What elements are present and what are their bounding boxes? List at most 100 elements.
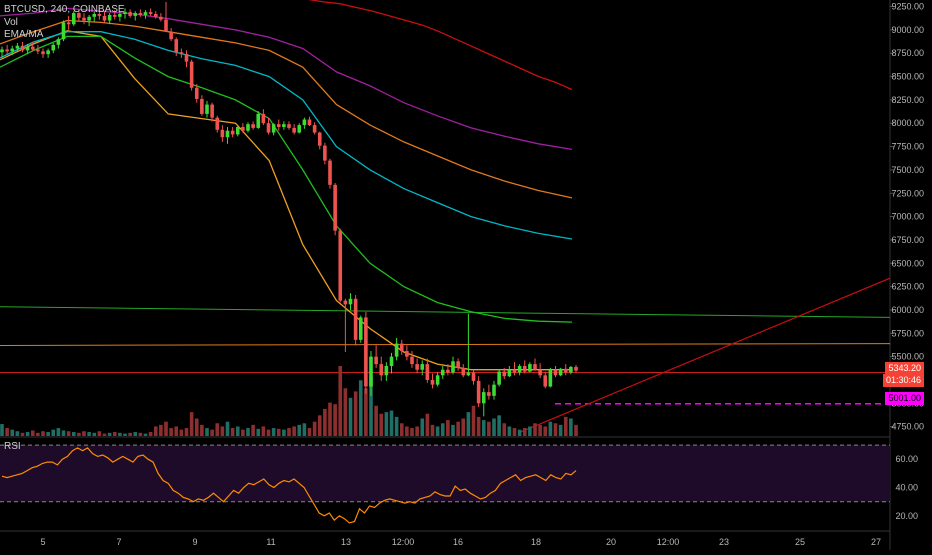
- candle-body: [502, 371, 507, 377]
- candle-body: [92, 14, 97, 17]
- candle-body: [425, 364, 430, 380]
- volume-bar: [379, 413, 384, 436]
- candle-body: [225, 130, 230, 138]
- volume-bar: [502, 423, 507, 436]
- candle-body: [548, 369, 553, 387]
- rising-trend-line: [519, 277, 891, 433]
- x-tick-label-9: 12:00: [657, 537, 680, 547]
- candle-body: [323, 145, 327, 161]
- candle-body: [0, 49, 4, 53]
- y-tick-label-0: 9250.00: [891, 2, 924, 12]
- candle-body: [20, 45, 25, 51]
- volume-bar: [461, 418, 466, 436]
- candle-body: [553, 369, 558, 376]
- volume-bar: [323, 408, 327, 436]
- volume-bar: [522, 428, 527, 436]
- volume-bar: [420, 418, 425, 436]
- x-tick-label-1: 7: [116, 537, 121, 547]
- candle-body: [189, 61, 194, 88]
- rsi-y-tick-label-0: 60.00: [895, 454, 918, 464]
- candle-body: [107, 14, 112, 21]
- candle-body: [476, 380, 481, 404]
- volume-bar: [138, 432, 143, 436]
- candle-body: [66, 22, 71, 25]
- volume-bar: [481, 420, 486, 436]
- volume-bar: [246, 428, 250, 436]
- candle-body: [179, 52, 184, 55]
- y-tick-label-5: 8000.00: [891, 118, 924, 128]
- candle-body: [466, 372, 471, 376]
- x-tick-label-2: 9: [192, 537, 197, 547]
- volume-bar: [548, 421, 553, 436]
- y-tick-label-14: 5750.00: [891, 328, 924, 338]
- candle-body: [456, 361, 460, 368]
- y-tick-label-8: 7250.00: [891, 188, 924, 198]
- candle-body: [538, 369, 542, 376]
- volume-bar: [492, 418, 496, 436]
- volume-bar: [41, 431, 45, 436]
- candle-body: [415, 364, 419, 370]
- candle-body: [82, 17, 86, 21]
- volume-bar: [256, 428, 261, 436]
- candle-body: [30, 46, 35, 50]
- volume-bar: [533, 423, 537, 436]
- volume-bar: [220, 426, 225, 436]
- volume-bar: [384, 412, 389, 436]
- candle-body: [25, 46, 30, 51]
- volume-bar: [415, 426, 419, 436]
- candle-body: [261, 113, 266, 124]
- green-horizontal-line: [0, 306, 891, 318]
- candle-body: [118, 14, 122, 17]
- candle-body: [492, 384, 496, 396]
- candle-body: [333, 184, 337, 231]
- symbol-legend[interactable]: BTCUSD, 240, COINBASE: [4, 4, 125, 16]
- volume-bar: [399, 423, 404, 436]
- candle-body: [461, 367, 466, 376]
- candle-body: [297, 125, 302, 133]
- volume-bar: [451, 424, 455, 436]
- candle-body: [271, 124, 276, 133]
- candle-body: [307, 119, 312, 126]
- y-tick-label-7: 7500.00: [891, 165, 924, 175]
- candle-body: [528, 364, 532, 372]
- candle-body: [282, 124, 286, 127]
- volume-bar: [205, 428, 209, 436]
- volume-bar: [497, 415, 501, 436]
- volume-bar: [487, 421, 491, 436]
- volume-bar: [51, 429, 56, 436]
- x-tick-label-6: 16: [453, 537, 463, 547]
- volume-bar: [471, 405, 476, 436]
- volume-bar: [225, 421, 230, 436]
- volume-bar: [435, 426, 440, 436]
- x-tick-label-10: 23: [719, 537, 729, 547]
- candle-body: [379, 364, 384, 376]
- volume-bar: [200, 424, 204, 436]
- x-tick-label-3: 11: [266, 537, 275, 547]
- candle-body: [215, 117, 220, 130]
- candle-body: [420, 364, 425, 370]
- candle-body: [563, 368, 568, 373]
- candle-body: [210, 104, 214, 118]
- ema-label: EMA/MA: [4, 29, 44, 40]
- symbol-line: BTCUSD, 240, COINBASE: [4, 4, 125, 15]
- rsi-label: RSI: [4, 441, 21, 452]
- y-tick-label-10: 6750.00: [891, 235, 924, 245]
- volume-bar: [15, 431, 20, 436]
- ma-line-3: [0, 19, 573, 199]
- volume-bar: [512, 428, 517, 436]
- ema-legend[interactable]: EMA/MA: [4, 29, 43, 41]
- candle-body: [128, 12, 132, 16]
- vol-legend[interactable]: Vol: [4, 17, 18, 29]
- volume-bar: [507, 426, 512, 436]
- volume-bar: [553, 423, 558, 436]
- volume-bar: [543, 426, 548, 436]
- candle-body: [512, 369, 517, 373]
- rsi-legend[interactable]: RSI: [4, 441, 21, 453]
- candle-body: [522, 365, 527, 372]
- candle-body: [394, 343, 399, 357]
- volume-bar: [71, 432, 76, 436]
- volume-bar: [528, 426, 532, 436]
- candle-body: [487, 392, 491, 396]
